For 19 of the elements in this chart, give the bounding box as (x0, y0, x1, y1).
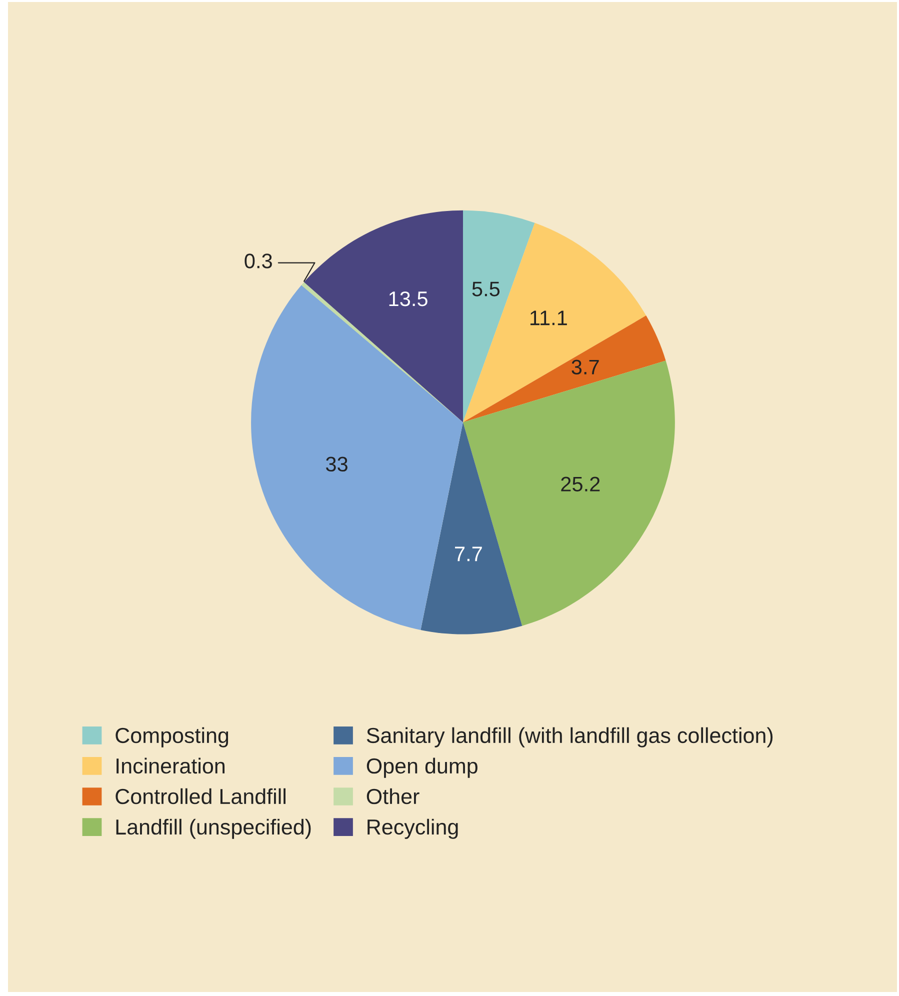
data-label: 13.5 (389, 291, 428, 306)
legend-label: Other (366, 788, 420, 804)
pie-slice (304, 210, 463, 422)
legend-label: Open dump (366, 758, 478, 778)
pie-slice (420, 422, 522, 634)
data-label: 33 (326, 456, 348, 472)
data-label: 25.2 (561, 476, 600, 492)
legend-label: Landfill (unspecified) (116, 818, 311, 839)
data-label: 11.1 (530, 310, 567, 326)
legend-label: Incineration (116, 758, 224, 774)
data-label: 5.5 (472, 282, 500, 296)
data-label: 3.7 (572, 360, 599, 374)
legend-label: Recycling (368, 818, 458, 839)
legend-label: Sanitary landfill (with landfill gas collection) (366, 727, 773, 748)
legend-label: Composting (116, 727, 228, 748)
data-label: 7.7 (455, 546, 482, 562)
legend-label: Controlled Landfill (116, 788, 286, 804)
data-label: 0.3 (244, 254, 272, 268)
pie-slice (462, 222, 646, 422)
